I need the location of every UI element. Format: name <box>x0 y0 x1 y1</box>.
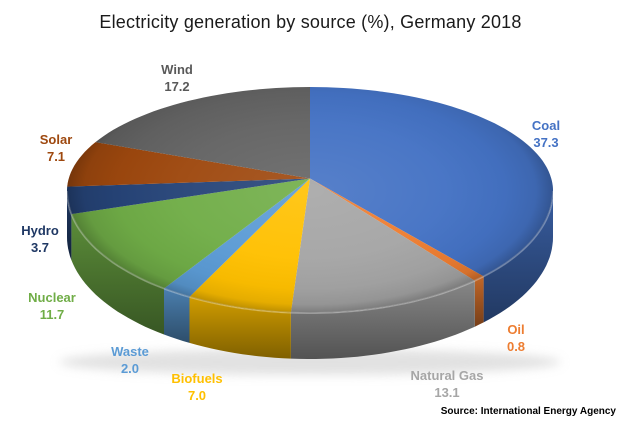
pie-wall-oil <box>474 276 484 327</box>
chart-title: Electricity generation by source (%), Ge… <box>99 12 522 32</box>
pie-shadow <box>59 349 561 375</box>
source-note: Source: International Energy Agency <box>440 406 616 417</box>
